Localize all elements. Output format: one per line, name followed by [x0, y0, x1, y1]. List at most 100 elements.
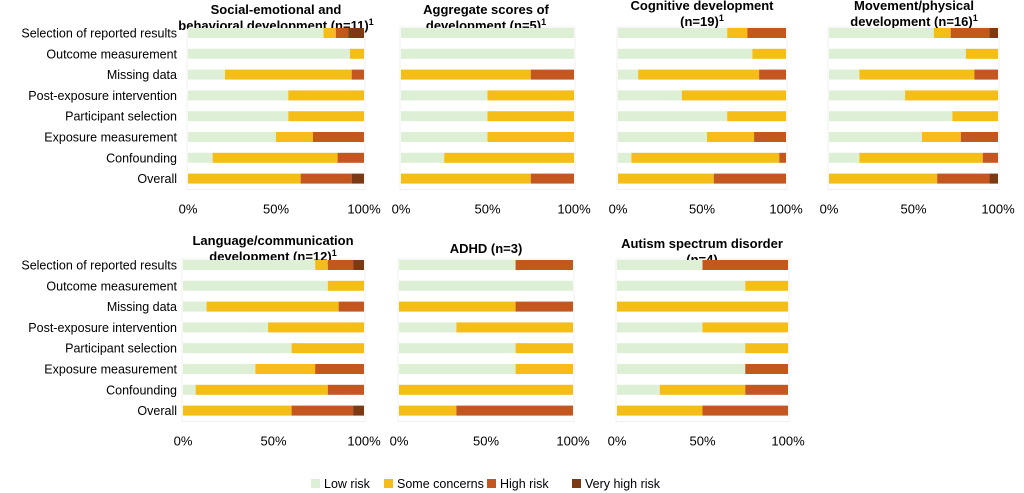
legend-swatch	[384, 479, 393, 488]
bar-segment-some-concerns	[905, 90, 998, 101]
x-tick-label: 50%	[260, 434, 286, 449]
x-tick-label: 50%	[689, 202, 715, 217]
bar-segment-high-risk	[327, 384, 364, 395]
legend-label: Some concerns	[397, 477, 484, 491]
bar-segment-low-risk	[617, 280, 746, 291]
panel-title-line: Cognitive development	[630, 0, 774, 13]
x-tick-label: 50%	[473, 434, 499, 449]
bar-segment-high-risk	[982, 152, 998, 163]
bar-segment-low-risk	[188, 90, 289, 101]
bar-segment-very-high-risk	[348, 28, 364, 38]
bar-segment-high-risk	[702, 260, 788, 270]
bar-segment-low-risk	[618, 152, 632, 163]
bar-segment-low-risk	[401, 90, 488, 101]
bar-segment-some-concerns	[206, 301, 339, 312]
x-tick-label: 50%	[474, 202, 500, 217]
bar-segment-some-concerns	[965, 48, 998, 59]
bar-segment-low-risk	[188, 28, 324, 38]
bar-segment-some-concerns	[288, 90, 364, 101]
bar-segment-very-high-risk	[351, 173, 364, 184]
bar-segment-low-risk	[618, 48, 753, 59]
bar-segment-low-risk	[829, 48, 966, 59]
bar-segment-low-risk	[401, 132, 488, 142]
category-label: Exposure measurement	[44, 363, 177, 377]
x-tick-label: 0%	[608, 434, 627, 449]
legend: Low risk Some concerns High risk Very high …	[311, 477, 661, 491]
bar-segment-some-concerns	[255, 364, 316, 374]
bar-segment-low-risk	[399, 364, 516, 374]
bar-segment-low-risk	[617, 384, 660, 395]
bar-segment-high-risk	[300, 173, 352, 184]
bar-segment-some-concerns	[268, 322, 364, 333]
x-tick-label: 100%	[347, 202, 381, 217]
bar-segment-high-risk	[779, 152, 786, 163]
bar-segment-high-risk	[950, 28, 990, 38]
bar-segment-some-concerns	[859, 69, 975, 80]
legend-label: Low risk	[324, 477, 371, 491]
bar-segment-some-concerns	[323, 28, 336, 38]
bar-segment-some-concerns	[212, 152, 338, 163]
bar-segment-some-concerns	[638, 69, 760, 80]
bar-segment-low-risk	[618, 28, 728, 38]
bar-segment-some-concerns	[276, 132, 313, 142]
category-label: Post-exposure intervention	[28, 321, 177, 335]
x-tick-label: 0%	[174, 434, 193, 449]
bar-segment-some-concerns	[702, 322, 788, 333]
bar-segment-some-concerns	[659, 384, 746, 395]
x-tick-label: 100%	[769, 202, 803, 217]
bar-segment-some-concerns	[399, 301, 516, 312]
bar-segment-low-risk	[188, 69, 225, 80]
legend-swatch	[572, 479, 581, 488]
bar-segment-some-concerns	[401, 69, 531, 80]
bar-segment-high-risk	[337, 152, 364, 163]
bar-segment-high-risk	[315, 364, 364, 374]
x-tick-label: 100%	[981, 202, 1015, 217]
category-label: Overall	[137, 404, 177, 418]
bar-segment-low-risk	[617, 260, 703, 270]
bar-segment-high-risk	[974, 69, 998, 80]
bar-segment-low-risk	[829, 132, 922, 142]
legend-label: Very high risk	[585, 477, 661, 491]
bar-segment-very-high-risk	[353, 405, 364, 416]
category-label: Outcome measurement	[46, 279, 177, 293]
category-label: Overall	[137, 172, 177, 186]
panel-title-line: Social-emotional and	[211, 2, 342, 17]
bar-segment-high-risk	[530, 173, 574, 184]
bar-segment-high-risk	[745, 384, 788, 395]
x-tick-label: 100%	[771, 434, 805, 449]
bar-segment-low-risk	[401, 111, 488, 122]
bar-segment-low-risk	[829, 69, 860, 80]
bar-segment-some-concerns	[224, 69, 352, 80]
legend-label: High risk	[500, 477, 549, 491]
footnote-superscript: 1	[541, 17, 546, 27]
bar-segment-some-concerns	[681, 90, 786, 101]
bar-segment-low-risk	[401, 28, 574, 38]
bar-segment-some-concerns	[456, 322, 573, 333]
bar-segment-low-risk	[399, 343, 516, 354]
bar-segment-low-risk	[829, 111, 953, 122]
x-tick-label: 50%	[689, 434, 715, 449]
category-label: Outcome measurement	[46, 47, 177, 61]
bar-segment-high-risk	[754, 132, 786, 142]
bar-segment-some-concerns	[515, 364, 573, 374]
panel-title-line: Aggregate scores of	[423, 2, 549, 17]
bar-segment-high-risk	[937, 173, 990, 184]
bar-segment-some-concerns	[444, 152, 574, 163]
bar-segment-low-risk	[617, 364, 746, 374]
x-tick-label: 0%	[390, 434, 409, 449]
bar-segment-some-concerns	[349, 48, 364, 59]
panel-title-line: (n=19)1	[680, 13, 724, 29]
bar-segment-very-high-risk	[353, 260, 364, 270]
category-label: Confounding	[106, 383, 177, 397]
bar-segment-some-concerns	[727, 28, 748, 38]
panel-title-line: Autism spectrum disorder	[621, 236, 783, 251]
bar-segment-some-concerns	[707, 132, 755, 142]
bar-segment-low-risk	[399, 322, 457, 333]
bar-segment-low-risk	[183, 343, 292, 354]
bar-segment-high-risk	[747, 28, 786, 38]
bar-segment-some-concerns	[487, 90, 574, 101]
category-label: Exposure measurement	[44, 131, 177, 145]
bar-segment-some-concerns	[752, 48, 786, 59]
bar-segment-low-risk	[617, 322, 703, 333]
